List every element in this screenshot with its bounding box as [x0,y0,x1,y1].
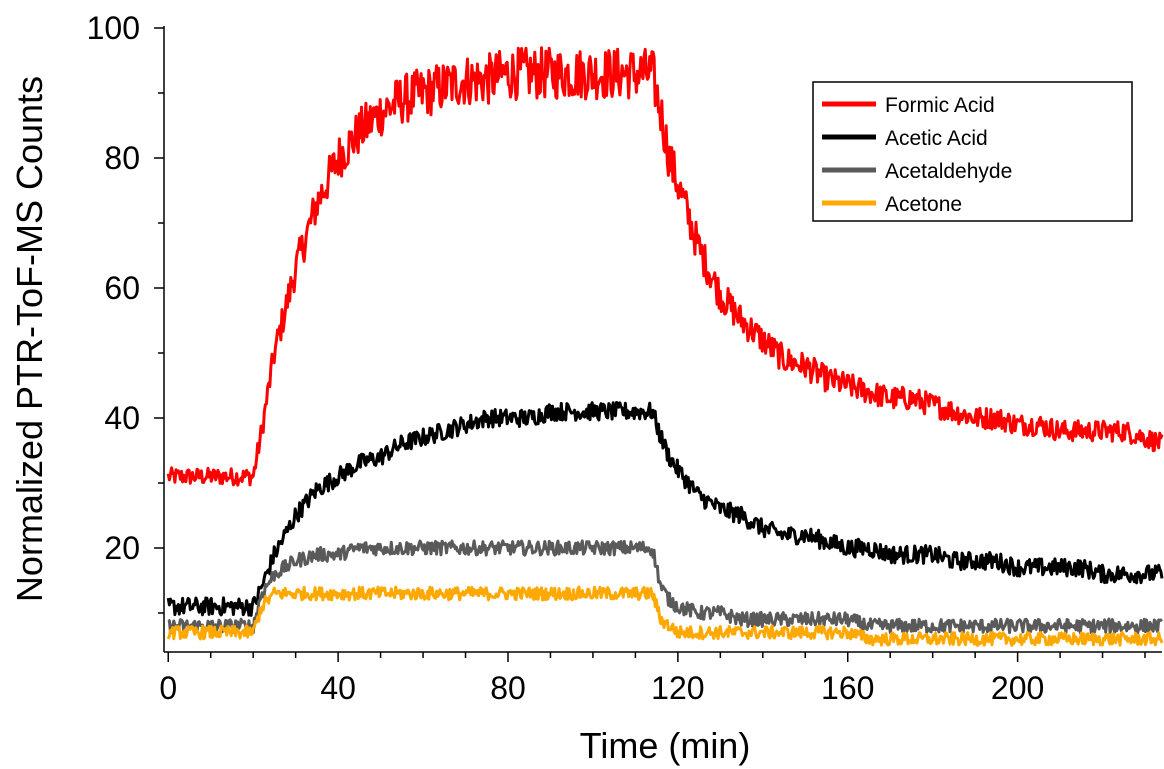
plot-lines [166,46,1164,647]
legend-label-acetic-acid: Acetic Acid [885,127,988,150]
x-axis-title: Time (min) [580,725,751,766]
axes: 0 40 80 120 160 200 20 40 60 80 100 [87,10,1162,706]
y-tick-label: 60 [104,270,140,306]
legend: Formic Acid Acetic Acid Acetaldehyde Aceton… [812,81,1133,222]
series-line-acetic-acid [166,401,1164,617]
y-tick-label: 20 [104,530,140,566]
series-line-acetaldehyde [167,539,1163,635]
series-line-acetone [166,585,1164,647]
x-tick-label: 80 [490,670,526,706]
series-line-formic-acid [166,46,1164,487]
x-tick-label: 0 [159,670,177,706]
x-tick-label: 160 [821,670,874,706]
y-tick-label: 100 [87,10,140,46]
y-axis-title: Normalized PTR-ToF-MS Counts [9,76,50,602]
y-tick-label: 40 [104,400,140,436]
legend-label-formic-acid: Formic Acid [885,94,995,117]
x-tick-label: 200 [991,670,1044,706]
x-tick-label: 120 [651,670,704,706]
legend-label-acetaldehyde: Acetaldehyde [885,160,1012,183]
y-tick-label: 80 [104,140,140,176]
x-tick-label: 40 [320,670,356,706]
legend-label-acetone: Acetone [885,193,962,216]
